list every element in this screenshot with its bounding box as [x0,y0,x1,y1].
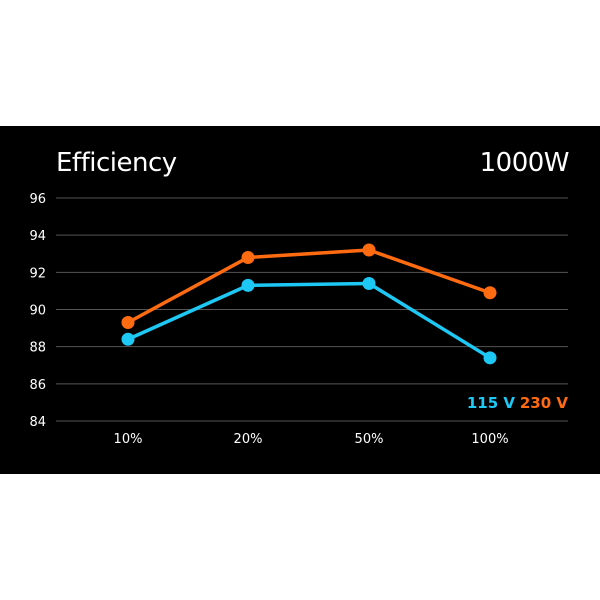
y-axis-ticks: 96 94 92 90 88 86 84 [29,192,46,430]
wattage-label: 1000W [479,148,570,178]
chart-title: Efficiency [56,148,177,178]
data-point [362,243,376,257]
chart-panel [0,126,600,474]
grid-layer [56,197,568,422]
x-tick-label: 100% [471,432,508,447]
y-tick-label: 84 [29,415,46,430]
series-line [127,281,491,360]
series-line [127,248,491,325]
x-tick-label: 10% [114,432,143,447]
data-point [121,316,135,330]
data-point [241,278,255,292]
series-layer [121,243,497,365]
data-point [241,250,255,264]
legend-230v: 230 V [520,394,569,412]
legend-115v: 115 V [467,394,516,412]
series-230v [121,243,497,330]
x-tick-label: 50% [355,432,384,447]
data-point [121,332,135,346]
y-tick-label: 88 [29,341,46,356]
data-point [483,286,497,300]
y-tick-label: 96 [29,192,46,207]
y-tick-label: 90 [29,304,46,319]
data-point [362,276,376,290]
legend: 115 V 230 V [467,394,569,412]
y-tick-label: 94 [29,229,46,244]
series-115v [121,276,497,365]
y-tick-label: 92 [29,266,46,281]
data-point [483,351,497,365]
x-tick-label: 20% [234,432,263,447]
x-axis-ticks: 10% 20% 50% 100% [114,432,509,447]
y-tick-label: 86 [29,378,46,393]
